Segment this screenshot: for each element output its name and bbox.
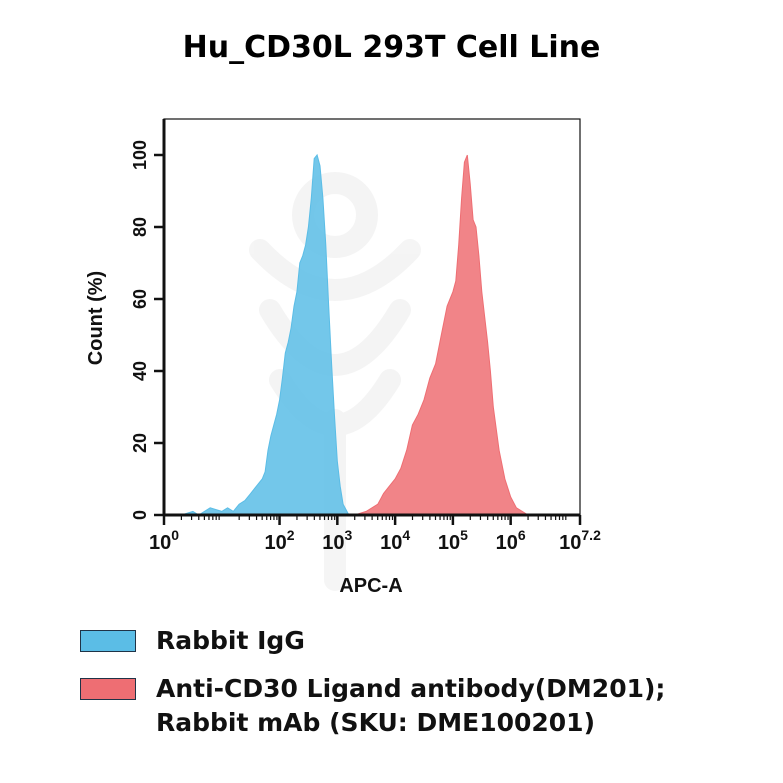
legend-label-line: Rabbit IgG (156, 626, 305, 655)
y-tick-label: 20 (130, 433, 150, 453)
y-tick-label: 0 (130, 510, 150, 520)
legend-label-line: Rabbit mAb (SKU: DME100201) (156, 708, 596, 737)
histogram-chart: 0 20 40 60 80 100 100 102 103 104 105 106 107.2 APC-… (85, 118, 601, 597)
x-tick-label: 102 (265, 527, 295, 554)
x-tick-label: 104 (380, 527, 410, 554)
legend-label: Rabbit IgG (156, 624, 305, 658)
legend-item: Rabbit IgG (80, 624, 305, 658)
plot-frame (163, 118, 581, 516)
x-tick-label: 103 (322, 527, 352, 554)
x-tick-label: 107.2 (559, 527, 601, 554)
legend-label-line: Anti-CD30 Ligand antibody(DM201); (156, 674, 666, 703)
series-area-2 (354, 154, 530, 516)
x-axis-label: APC-A (339, 575, 402, 597)
chart-title: Hu_CD30L 293T Cell Line (182, 30, 601, 65)
y-tick-label: 60 (130, 289, 150, 309)
x-tick-label: 100 (149, 527, 179, 554)
y-tick-label: 40 (130, 361, 150, 381)
x-tick-label: 106 (496, 527, 526, 554)
y-axis-label: Count (%) (85, 271, 107, 365)
x-tick-label: 105 (438, 527, 468, 554)
y-tick-label: 80 (130, 217, 150, 237)
legend-swatch (80, 630, 136, 652)
y-tick-label: 100 (130, 140, 150, 170)
legend-item: Anti-CD30 Ligand antibody(DM201); Rabbit … (80, 672, 665, 740)
series-area-1 (181, 153, 350, 516)
legend-swatch (80, 678, 136, 700)
legend-label: Anti-CD30 Ligand antibody(DM201); Rabbit … (156, 672, 665, 740)
